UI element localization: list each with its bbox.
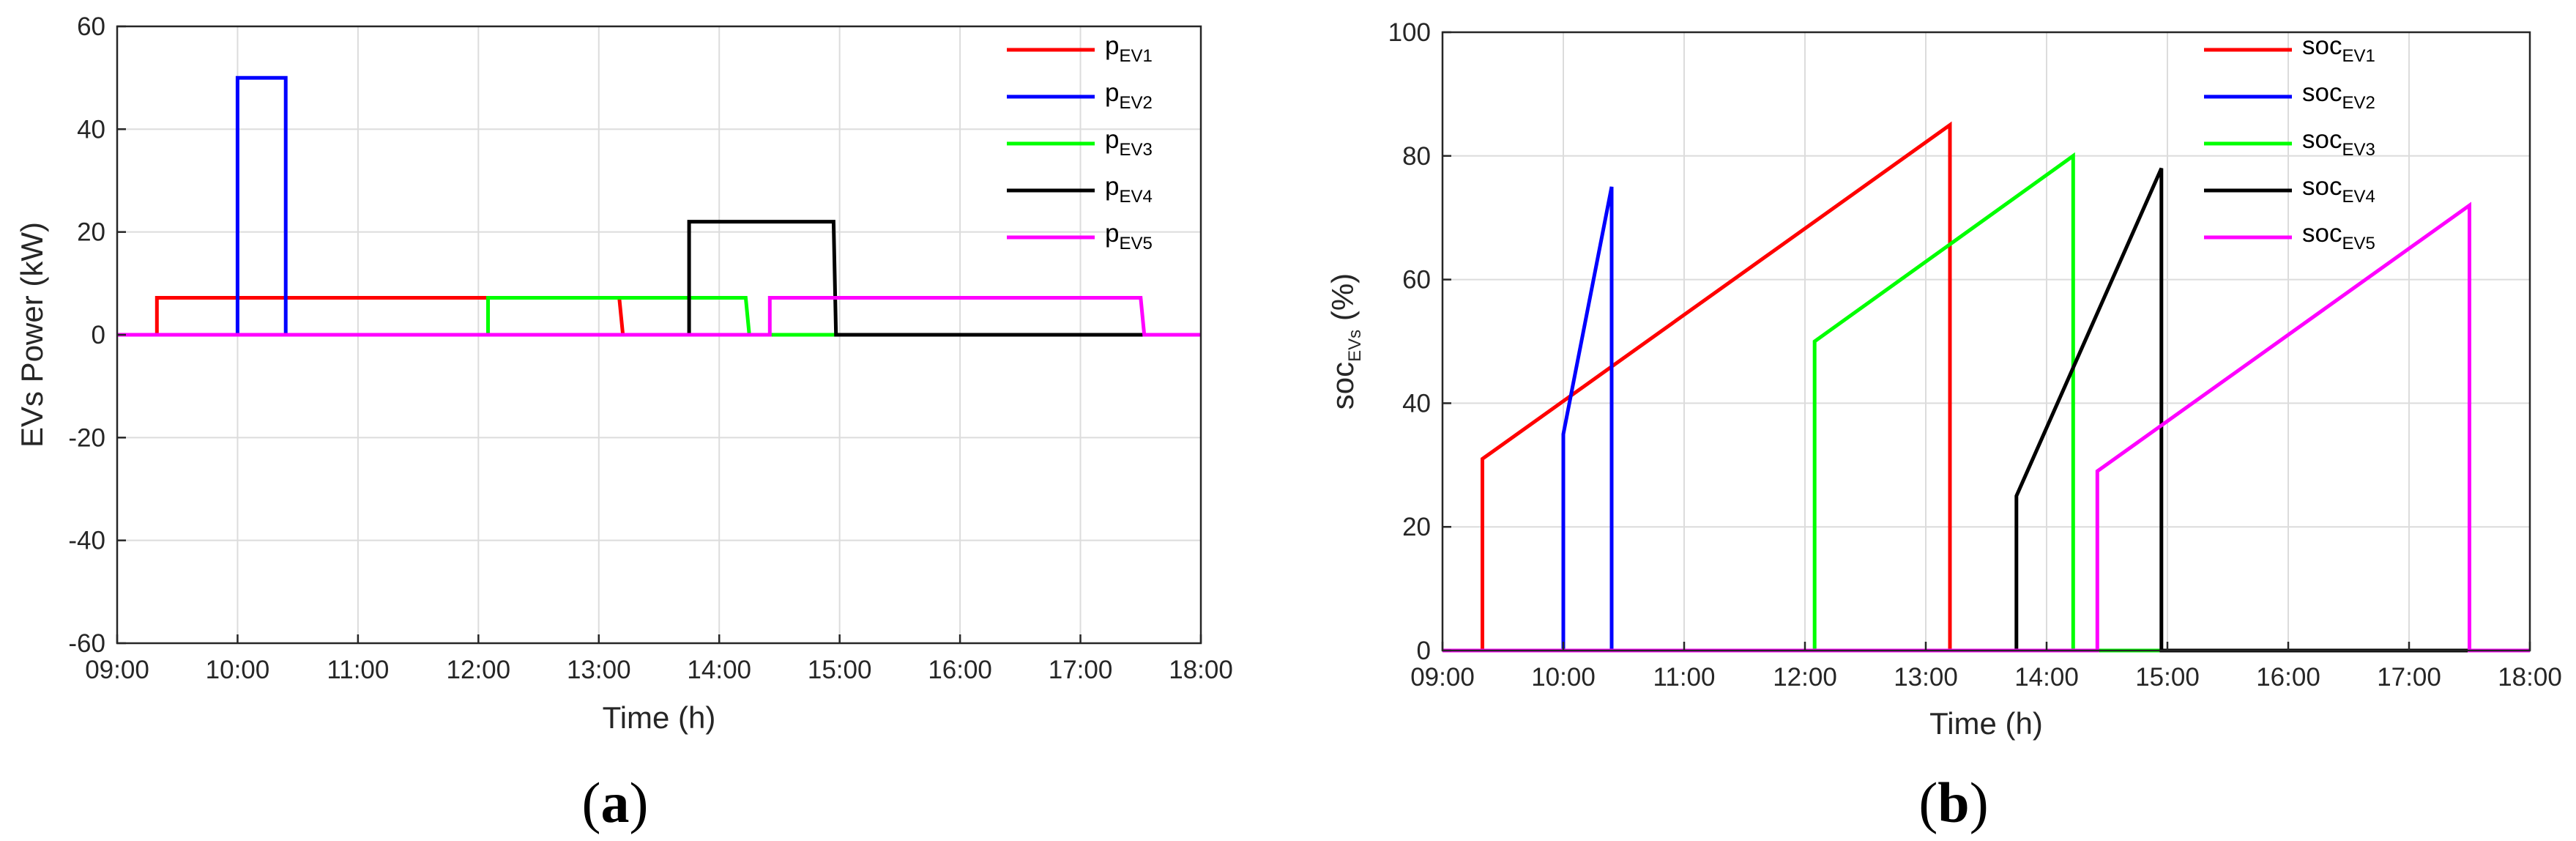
x-tick-label: 09:00	[85, 656, 149, 684]
legend-entry: socEV5	[2302, 219, 2375, 253]
y-tick-label: 60	[77, 12, 105, 41]
x-tick-label: 11:00	[1653, 663, 1716, 692]
x-tick-label: 12:00	[447, 656, 511, 684]
legend-entry: pEV4	[1105, 172, 1153, 207]
legend-entry: socEV2	[2302, 78, 2375, 113]
legend-entry: pEV5	[1105, 219, 1153, 253]
legend-entry: pEV1	[1105, 32, 1153, 66]
series-line-ev5	[117, 296, 1201, 337]
x-tick-label: 16:00	[2256, 663, 2320, 692]
x-tick-label: 18:00	[2498, 663, 2562, 692]
y-tick-label: -40	[68, 527, 105, 555]
y-tick-label: 20	[77, 218, 105, 247]
y-tick-label: 40	[1402, 389, 1431, 418]
x-tick-label: 17:00	[1049, 656, 1113, 684]
chart-panel-a: 09:00 10:00 11:00 12:00 13:00 14:00 15:00 16:00…	[15, 12, 1233, 834]
x-tick-label: 15:00	[808, 656, 872, 684]
x-tick-label: 16:00	[928, 656, 992, 684]
chart-panel-b: 09:00 10:00 11:00 12:00 13:00 14:00 15:00 16:00…	[1325, 18, 2562, 834]
x-tick-label: 10:00	[1531, 663, 1596, 692]
y-tick-label: -20	[68, 423, 105, 452]
x-tick-label: 15:00	[2135, 663, 2200, 692]
x-tick-label: 13:00	[1894, 663, 1958, 692]
y-tick-label: 60	[1402, 266, 1431, 294]
x-tick-label: 13:00	[567, 656, 631, 684]
y-tick-label: 100	[1388, 18, 1431, 47]
y-tick-label: 0	[92, 321, 105, 349]
series-line-ev2	[1443, 186, 2530, 653]
x-tick-label: 12:00	[1773, 663, 1837, 692]
x-tick-label: 18:00	[1169, 656, 1233, 684]
x-tick-label: 17:00	[2377, 663, 2441, 692]
panel-label: (b)	[1918, 771, 1988, 834]
y-tick-label: 80	[1402, 142, 1431, 171]
legend: pEV1 pEV2 pEV3 pEV4 pEV5	[1007, 32, 1153, 253]
series-line-ev1	[117, 296, 1201, 337]
x-tick-label: 11:00	[327, 656, 389, 684]
x-axis-label: Time (h)	[603, 700, 716, 735]
panel-label: (a)	[582, 771, 649, 834]
x-tick-label: 09:00	[1410, 663, 1475, 692]
legend: socEV1 socEV2 socEV3 socEV4 socEV5	[2204, 32, 2375, 253]
y-axis-label: EVs Power (kW)	[15, 222, 49, 448]
legend-entry: pEV3	[1105, 125, 1153, 160]
legend-entry: socEV3	[2302, 125, 2375, 160]
x-tick-label: 14:00	[2014, 663, 2079, 692]
legend-entry: socEV1	[2302, 32, 2375, 66]
y-tick-label: 40	[77, 115, 105, 144]
legend-entry: pEV2	[1105, 78, 1153, 113]
x-tick-label: 14:00	[687, 656, 751, 684]
plot-frame	[1441, 31, 2531, 652]
series-line-ev3	[117, 296, 1201, 337]
y-axis-label: socEVs (%)	[1325, 273, 1365, 410]
y-tick-label: 0	[1417, 637, 1431, 665]
series-line-ev5	[1443, 201, 2530, 653]
y-tick-label: 20	[1402, 513, 1431, 541]
legend-entry: socEV4	[2302, 172, 2375, 207]
y-tick-label: -60	[68, 629, 105, 658]
x-axis-label: Time (h)	[1929, 706, 2043, 741]
x-tick-label: 10:00	[206, 656, 270, 684]
